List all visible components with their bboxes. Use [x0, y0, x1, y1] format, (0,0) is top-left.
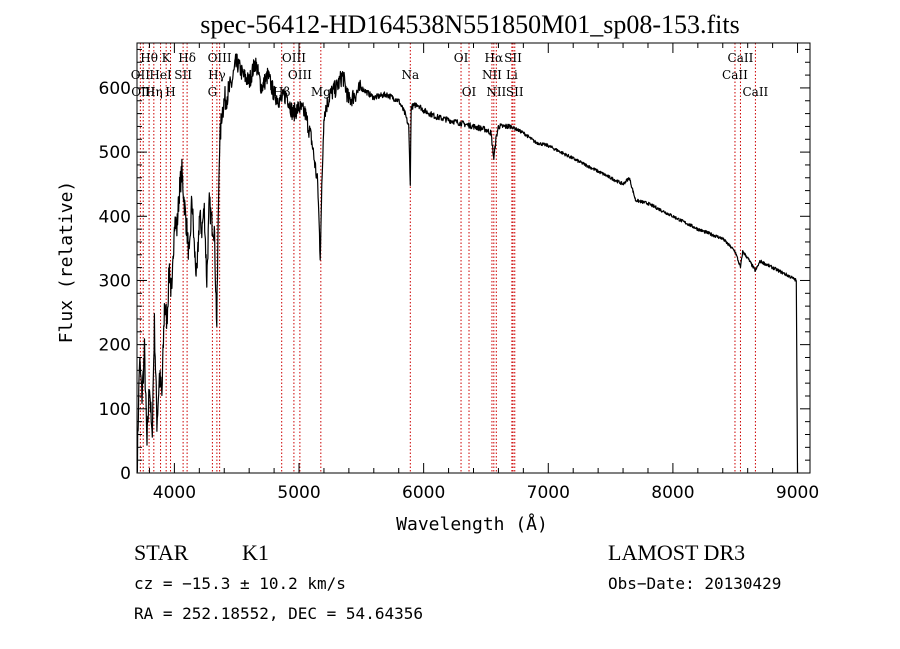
line-label: OIII — [288, 68, 312, 82]
y-tick-label: 0 — [120, 464, 131, 484]
y-tick-label: 400 — [99, 207, 131, 227]
x-axis-label: Wavelength (Å) — [396, 513, 548, 535]
y-axis-ticks: 0 100 200 300 400 500 600 — [99, 48, 810, 484]
line-label: Hθ — [140, 51, 158, 65]
x-tick-label: 8000 — [651, 483, 694, 503]
line-label: HeI — [149, 68, 172, 82]
x-tick-label: 6000 — [402, 483, 445, 503]
x-tick-label: 9000 — [776, 483, 819, 503]
chart-title: spec-56412-HD164538N551850M01_sp08-153.f… — [200, 10, 739, 39]
y-tick-label: 500 — [99, 143, 131, 163]
x-tick-label: 4000 — [153, 483, 196, 503]
line-label: CaII — [742, 85, 768, 99]
plot-frame — [136, 42, 811, 474]
x-tick-label: 7000 — [527, 483, 570, 503]
y-axis-label: Flux (relative) — [56, 181, 77, 344]
y-tick-label: 300 — [99, 271, 131, 291]
line-label: OI — [454, 51, 469, 65]
line-label: Hη — [145, 85, 163, 99]
y-tick-label: 100 — [99, 400, 131, 420]
x-axis-ticks: 4000 5000 6000 7000 8000 9000 — [148, 43, 819, 503]
line-label: CaII — [722, 68, 748, 82]
object-class: STAR — [134, 540, 189, 565]
line-label: G — [208, 85, 218, 99]
line-label: NII — [486, 85, 506, 99]
line-label: Hγ — [208, 68, 226, 82]
line-label: OIII — [208, 51, 232, 65]
observation-date: Obs−Date: 20130429 — [608, 574, 782, 593]
line-label: Hα — [485, 51, 504, 65]
line-label: SII — [506, 85, 524, 99]
line-label: SII — [174, 68, 192, 82]
x-tick-label: 5000 — [277, 483, 320, 503]
line-label: H — [165, 85, 175, 99]
y-tick-label: 200 — [99, 336, 131, 356]
line-label: Mg — [311, 85, 331, 99]
spectrum-line — [136, 53, 799, 474]
sky-coordinates: RA = 252.18552, DEC = 54.64356 — [134, 604, 423, 623]
line-label: NII — [482, 68, 502, 82]
redshift-velocity: cz = −15.3 ± 10.2 km/s — [134, 574, 346, 593]
y-tick-label: 600 — [99, 79, 131, 99]
emission-line-markers — [139, 43, 756, 473]
line-label: OI — [462, 85, 477, 99]
line-label: OIII — [282, 51, 306, 65]
line-label: Hδ — [178, 51, 196, 65]
survey-name: LAMOST DR3 — [608, 540, 746, 565]
line-label: Li — [506, 68, 518, 82]
line-label: K — [162, 51, 172, 65]
line-label: SII — [504, 51, 522, 65]
line-label: Na — [401, 68, 419, 82]
object-subclass: K1 — [242, 540, 269, 565]
line-label: CaII — [728, 51, 754, 65]
